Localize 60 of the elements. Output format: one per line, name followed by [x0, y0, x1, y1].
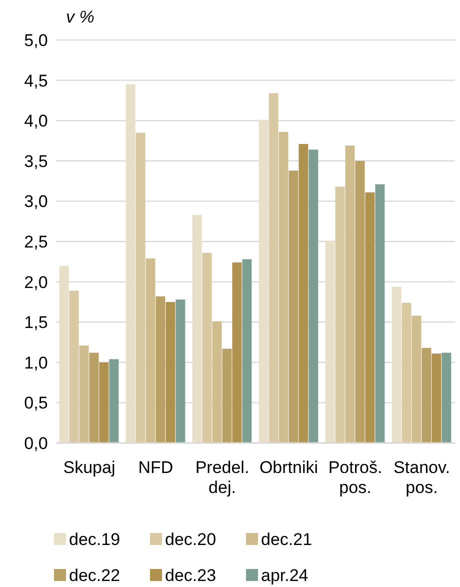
legend-label: dec.21 — [261, 530, 312, 549]
bar — [375, 184, 385, 443]
bar — [202, 252, 212, 443]
y-tick-label: 1,5 — [24, 313, 48, 332]
bar — [79, 345, 89, 443]
y-axis-title: v % — [66, 7, 94, 26]
bar — [392, 286, 402, 443]
bar — [136, 132, 146, 443]
bar — [345, 146, 355, 443]
legend-label: apr.24 — [261, 566, 308, 585]
bar — [109, 359, 119, 443]
x-tick-label: Potroš. pos. — [328, 458, 382, 497]
x-tick-label: NFD — [138, 458, 174, 477]
bar — [59, 266, 69, 443]
bar — [156, 296, 166, 443]
bar — [212, 321, 222, 443]
y-tick-label: 3,0 — [24, 192, 48, 212]
x-tick-label: Stanov. pos. — [394, 458, 450, 497]
bar — [278, 132, 288, 443]
x-tick-label: Skupaj — [63, 458, 116, 477]
y-tick-label: 3,5 — [24, 152, 48, 171]
bar — [298, 144, 308, 443]
bar — [166, 302, 176, 443]
bar — [176, 300, 186, 443]
bar — [126, 84, 136, 443]
bar — [442, 352, 452, 443]
bar — [222, 348, 232, 443]
bar — [192, 214, 202, 443]
y-tick-label: 4,5 — [24, 71, 48, 90]
bar — [258, 120, 268, 443]
y-tick-label: 5,0 — [24, 30, 48, 50]
bar — [325, 240, 335, 443]
bar — [355, 160, 365, 443]
x-tick-label: Obrtniki — [259, 458, 318, 477]
bar — [422, 348, 432, 443]
bar — [432, 354, 442, 443]
y-tick-label: 0,0 — [24, 434, 48, 453]
bar — [308, 150, 318, 443]
bar — [89, 352, 99, 443]
legend-label: dec.19 — [69, 530, 120, 549]
bar — [232, 262, 242, 443]
bar — [69, 290, 79, 443]
bar — [288, 170, 298, 443]
bar — [268, 93, 278, 443]
x-tick-label: Predel. dej. — [195, 458, 250, 497]
y-tick-label: 4,0 — [24, 112, 48, 131]
legend-label: dec.20 — [165, 530, 216, 549]
bar — [412, 316, 422, 443]
bar — [99, 362, 109, 443]
y-tick-label: 1,0 — [24, 353, 48, 372]
y-tick-label: 2,0 — [24, 272, 48, 292]
bar — [402, 302, 412, 443]
y-tick-label: 2,5 — [24, 232, 48, 252]
y-tick-label: 0,5 — [24, 394, 48, 413]
bar — [335, 186, 345, 443]
bar — [365, 192, 375, 443]
bar — [146, 258, 156, 443]
bar — [242, 259, 252, 443]
legend-label: dec.22 — [69, 566, 120, 585]
legend-label: dec.23 — [165, 566, 216, 585]
